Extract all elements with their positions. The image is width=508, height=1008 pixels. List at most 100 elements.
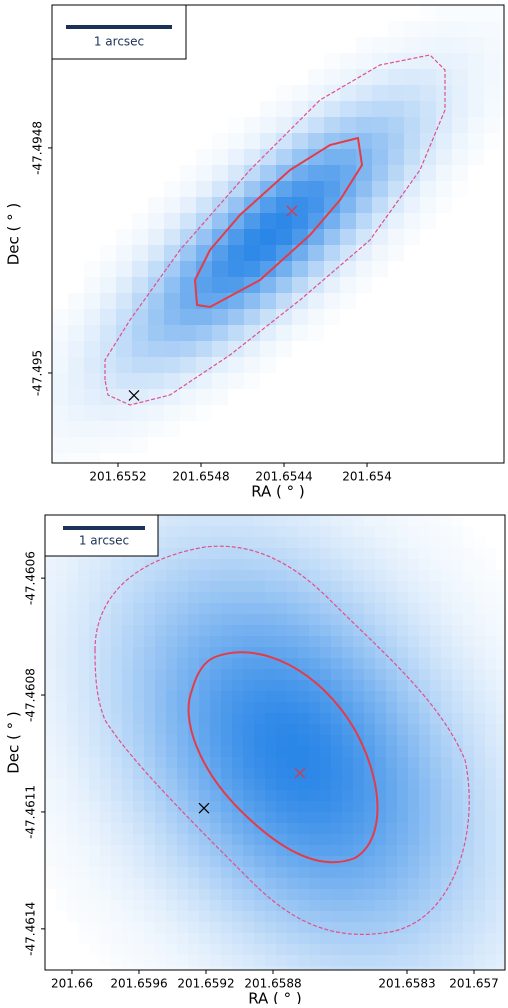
heat-cell <box>45 768 56 779</box>
heat-cell <box>164 181 180 197</box>
heat-cell <box>111 691 122 702</box>
heat-cell <box>388 21 404 37</box>
heat-cell <box>210 966 221 970</box>
heat-cell <box>324 229 340 245</box>
heat-cell <box>353 581 364 592</box>
heat-cell <box>397 526 408 537</box>
heat-cell <box>287 779 298 790</box>
heat-cell <box>375 592 386 603</box>
heat-cell <box>100 341 116 357</box>
heat-cell <box>287 867 298 878</box>
heat-cell <box>441 955 452 966</box>
heat-cell <box>89 592 100 603</box>
heat-cell <box>388 69 404 85</box>
heat-cell <box>89 669 100 680</box>
heat-cell <box>397 548 408 559</box>
heat-cell <box>188 944 199 955</box>
heat-cell <box>232 691 243 702</box>
heat-cell <box>122 625 133 636</box>
heat-cell <box>199 735 210 746</box>
heat-cell <box>180 213 196 229</box>
heat-cell <box>133 845 144 856</box>
heat-cell <box>210 746 221 757</box>
heat-cell <box>308 149 324 165</box>
heat-cell <box>436 53 452 69</box>
heat-cell <box>388 53 404 69</box>
heat-cell <box>484 37 500 53</box>
heat-cell <box>228 357 244 373</box>
heat-cell <box>166 603 177 614</box>
heat-cell <box>221 922 232 933</box>
heat-cell <box>452 911 463 922</box>
heat-cell <box>298 768 309 779</box>
heat-cell <box>452 658 463 669</box>
heat-cell <box>298 856 309 867</box>
heat-cell <box>324 101 340 117</box>
heat-cell <box>177 955 188 966</box>
heat-cell <box>342 680 353 691</box>
heat-cell <box>375 526 386 537</box>
heat-cell <box>419 757 430 768</box>
heat-cell <box>474 559 485 570</box>
heat-cell <box>372 101 388 117</box>
heat-cell <box>116 437 132 453</box>
heat-cell <box>265 779 276 790</box>
heat-cell <box>155 801 166 812</box>
heat-cell <box>78 581 89 592</box>
heat-cell <box>276 559 287 570</box>
heat-cell <box>177 713 188 724</box>
heat-cell <box>221 911 232 922</box>
heat-cell <box>287 548 298 559</box>
heat-cell <box>122 702 133 713</box>
heat-cell <box>45 746 56 757</box>
heat-cell <box>276 229 292 245</box>
heat-cell <box>111 570 122 581</box>
heat-cell <box>331 801 342 812</box>
heat-cell <box>45 757 56 768</box>
heat-cell <box>419 834 430 845</box>
heat-cell <box>45 702 56 713</box>
heat-cell <box>287 669 298 680</box>
heat-cell <box>452 834 463 845</box>
heat-cell <box>232 933 243 944</box>
heat-cell <box>324 213 340 229</box>
heat-cell <box>100 823 111 834</box>
heat-cell <box>340 213 356 229</box>
heat-cell <box>144 812 155 823</box>
heat-cell <box>67 878 78 889</box>
heat-cell <box>177 933 188 944</box>
heat-cell <box>308 261 324 277</box>
heat-cell <box>265 834 276 845</box>
heat-cell <box>232 823 243 834</box>
heat-cell <box>436 181 452 197</box>
heat-cell <box>243 911 254 922</box>
heat-cell <box>287 812 298 823</box>
heat-cell <box>342 526 353 537</box>
heat-cell <box>386 691 397 702</box>
heat-cell <box>166 713 177 724</box>
heat-cell <box>419 746 430 757</box>
heat-cell <box>452 149 468 165</box>
heat-cell <box>232 768 243 779</box>
heat-cell <box>243 944 254 955</box>
heat-cell <box>342 581 353 592</box>
heat-cell <box>212 133 228 149</box>
heat-cell <box>100 680 111 691</box>
heat-cell <box>364 636 375 647</box>
heat-cell <box>180 357 196 373</box>
heat-cell <box>298 878 309 889</box>
heat-cell <box>386 933 397 944</box>
heat-cell <box>164 421 180 437</box>
heat-cell <box>133 735 144 746</box>
heat-cell <box>441 647 452 658</box>
heat-cell <box>364 922 375 933</box>
heat-cell <box>419 713 430 724</box>
heat-cell <box>276 746 287 757</box>
heat-cell <box>386 845 397 856</box>
heat-cell <box>45 812 56 823</box>
heat-cell <box>353 911 364 922</box>
heat-cell <box>375 746 386 757</box>
heat-cell <box>265 559 276 570</box>
heat-cell <box>353 955 364 966</box>
heat-cell <box>67 790 78 801</box>
